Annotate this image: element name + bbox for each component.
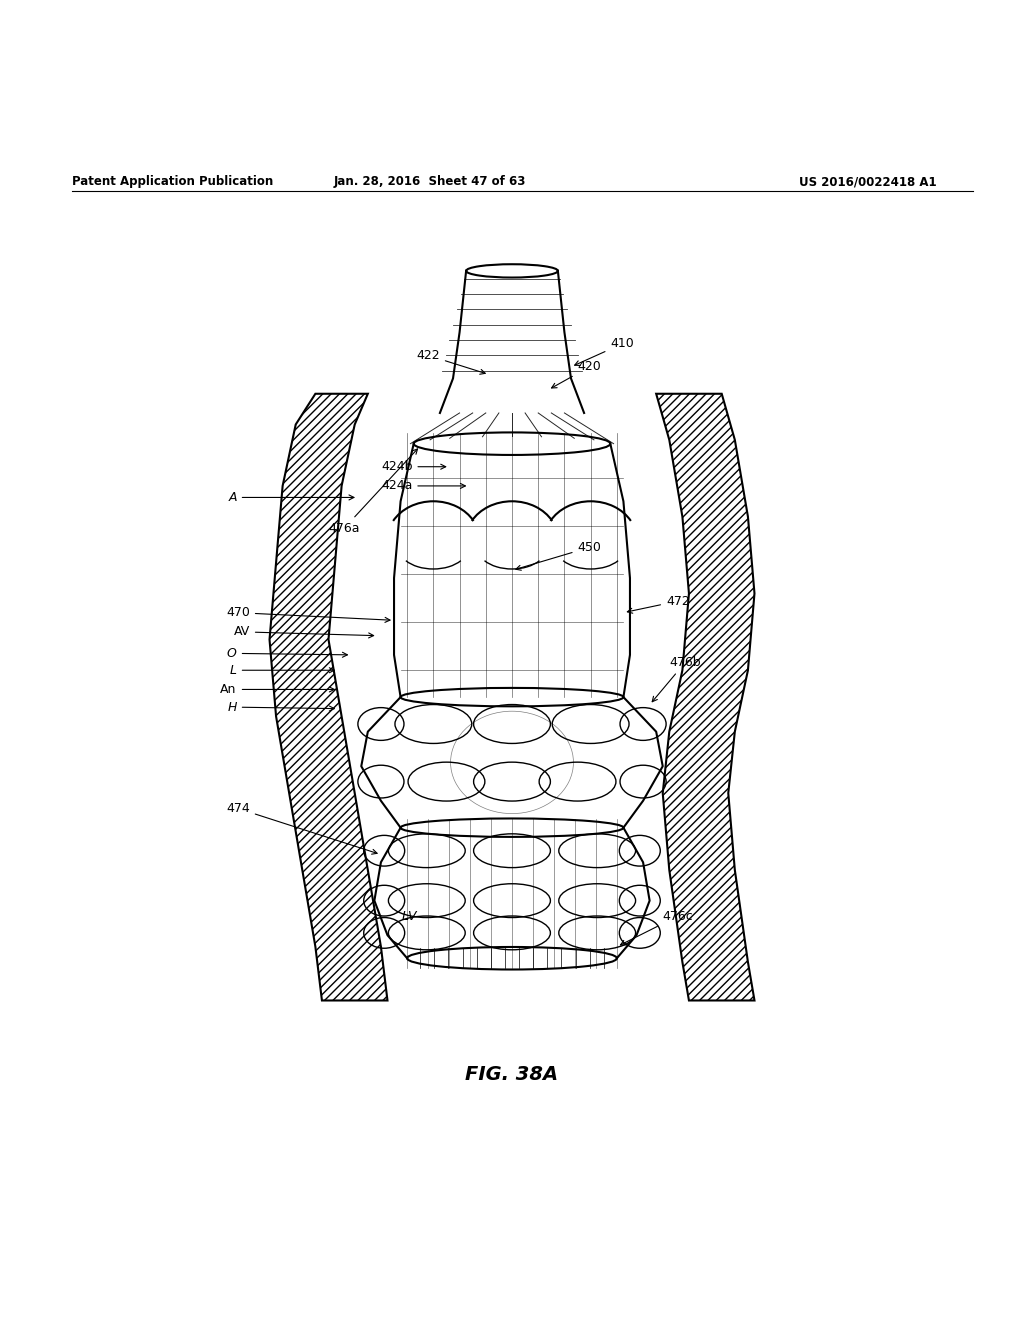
Text: H: H — [227, 701, 334, 714]
Text: A: A — [228, 491, 354, 504]
Text: 450: 450 — [516, 541, 601, 570]
Text: 476a: 476a — [329, 449, 418, 535]
Polygon shape — [269, 393, 387, 1001]
Text: O: O — [227, 647, 347, 660]
Text: AV: AV — [233, 626, 374, 639]
Text: FIG. 38A: FIG. 38A — [466, 1065, 558, 1084]
Text: 422: 422 — [417, 348, 485, 375]
Text: 424a: 424a — [381, 479, 465, 492]
Text: $\it{LV}$: $\it{LV}$ — [401, 909, 420, 923]
Text: 420: 420 — [552, 360, 601, 388]
Text: 424b: 424b — [381, 461, 445, 474]
Text: US 2016/0022418 A1: US 2016/0022418 A1 — [799, 176, 936, 189]
Polygon shape — [656, 393, 755, 1001]
Text: 476c: 476c — [621, 909, 693, 945]
Text: 474: 474 — [226, 803, 377, 854]
Text: Patent Application Publication: Patent Application Publication — [72, 176, 273, 189]
Text: 476b: 476b — [652, 656, 700, 702]
Text: Jan. 28, 2016  Sheet 47 of 63: Jan. 28, 2016 Sheet 47 of 63 — [334, 176, 526, 189]
Text: 472: 472 — [628, 594, 690, 614]
Text: 410: 410 — [574, 338, 634, 366]
Text: L: L — [229, 664, 334, 677]
Text: 470: 470 — [226, 606, 390, 622]
Text: An: An — [220, 682, 334, 696]
